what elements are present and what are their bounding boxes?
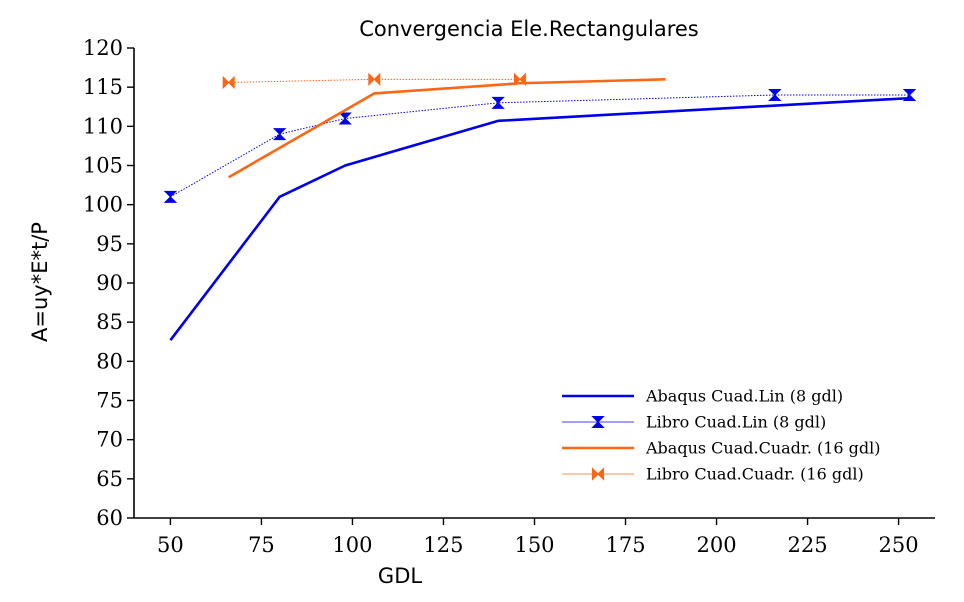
y-tick-label: 80 xyxy=(96,349,123,373)
data-point-marker xyxy=(491,96,505,109)
x-tick-label: 125 xyxy=(423,533,463,557)
x-tick-label: 50 xyxy=(157,533,184,557)
legend-label: Abaqus Cuad.Lin (8 gdl) xyxy=(645,387,843,406)
series-abaqus-cuad-lin-8-gdl xyxy=(169,96,910,341)
y-tick-label: 70 xyxy=(96,428,123,452)
y-tick-label: 105 xyxy=(83,154,123,178)
legend-item: Libro Cuad.Lin (8 gdl) xyxy=(562,413,826,432)
series-line xyxy=(228,78,520,83)
legend-item: Abaqus Cuad.Lin (8 gdl) xyxy=(562,387,843,406)
data-point-marker xyxy=(222,75,235,90)
legend-label: Abaqus Cuad.Cuadr. (16 gdl) xyxy=(645,439,881,458)
data-point-marker xyxy=(338,112,352,125)
data-point-marker xyxy=(368,72,381,87)
y-tick-label: 120 xyxy=(83,36,123,60)
data-point-marker xyxy=(272,128,287,141)
series-line xyxy=(170,94,910,198)
x-tick-label: 150 xyxy=(514,533,554,557)
chart-title: Convergencia Ele.Rectangulares xyxy=(359,17,699,41)
legend-label: Libro Cuad.Lin (8 gdl) xyxy=(646,413,826,432)
y-axis-label: A=uy*E*t/P xyxy=(28,222,52,342)
legend-label: Libro Cuad.Cuadr. (16 gdl) xyxy=(646,465,864,484)
y-tick-label: 75 xyxy=(96,389,123,413)
x-tick-label: 225 xyxy=(788,533,828,557)
x-tick-label: 200 xyxy=(696,533,736,557)
series-line xyxy=(169,96,910,341)
legend-swatch-marker xyxy=(592,467,604,481)
x-tick-label: 175 xyxy=(605,533,645,557)
x-axis: 50 75 100 125 150 175 200 225 250 xyxy=(134,517,935,557)
y-tick-label: 60 xyxy=(96,506,123,530)
y-tick-label: 65 xyxy=(96,467,123,491)
y-tick-label: 90 xyxy=(96,271,123,295)
series-line xyxy=(228,78,666,179)
legend-item: Libro Cuad.Cuadr. (16 gdl) xyxy=(562,465,864,484)
legend-swatch-marker xyxy=(591,416,605,428)
series-libro-cuad-cuadr-16-gdl xyxy=(222,72,526,90)
y-tick-label: 110 xyxy=(83,114,123,138)
data-point-marker xyxy=(513,72,526,87)
y-tick-label: 95 xyxy=(96,232,123,256)
data-point-marker xyxy=(163,190,178,203)
plot-area xyxy=(163,72,917,341)
legend-item: Abaqus Cuad.Cuadr. (16 gdl) xyxy=(562,439,881,458)
x-tick-label: 100 xyxy=(332,533,372,557)
series-libro-cuad-lin-8-gdl xyxy=(163,89,917,203)
x-axis-label: GDL xyxy=(378,564,422,588)
y-tick-label: 100 xyxy=(83,193,123,217)
x-tick-label: 75 xyxy=(248,533,275,557)
series-abaqus-cuad-cuadr-16-gdl xyxy=(228,78,666,179)
y-axis: 60 65 70 75 80 85 90 95 100 105 110 115 120 xyxy=(83,36,135,530)
y-tick-label: 85 xyxy=(96,310,123,334)
data-point-marker xyxy=(768,89,782,101)
x-tick-label: 250 xyxy=(879,533,919,557)
y-tick-label: 115 xyxy=(83,75,123,99)
legend: Abaqus Cuad.Lin (8 gdl) Libro Cuad.Lin (8… xyxy=(562,387,881,484)
data-point-marker xyxy=(902,89,917,101)
